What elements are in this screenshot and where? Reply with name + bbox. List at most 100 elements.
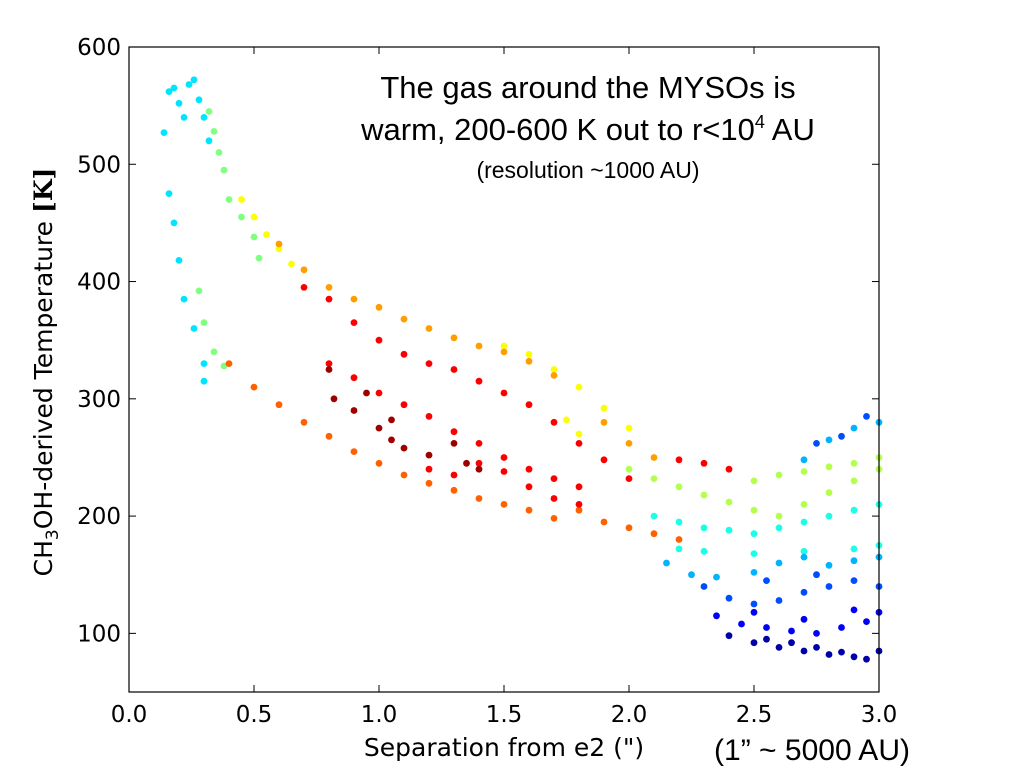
data-point bbox=[813, 630, 820, 637]
data-point bbox=[850, 424, 858, 432]
data-point bbox=[450, 471, 458, 479]
data-point bbox=[800, 588, 808, 596]
annotation-line-2: warm, 200-600 K out to r<104 AU bbox=[360, 112, 815, 147]
data-point bbox=[813, 440, 820, 447]
data-point bbox=[838, 624, 845, 631]
data-point bbox=[625, 424, 633, 432]
data-point bbox=[225, 360, 233, 367]
data-point bbox=[180, 114, 188, 121]
data-point bbox=[165, 190, 173, 198]
data-point bbox=[725, 526, 733, 534]
data-point bbox=[375, 389, 383, 397]
y-tick-label: 600 bbox=[77, 35, 121, 61]
y-tick-label: 500 bbox=[77, 152, 121, 178]
data-point bbox=[850, 653, 858, 661]
data-point bbox=[400, 401, 408, 409]
data-point bbox=[425, 465, 433, 473]
data-point bbox=[738, 620, 745, 628]
data-point bbox=[775, 644, 783, 651]
data-point bbox=[825, 561, 833, 569]
data-point bbox=[250, 233, 258, 241]
data-point bbox=[725, 465, 733, 473]
data-point bbox=[375, 336, 383, 344]
data-point bbox=[388, 436, 395, 444]
data-point bbox=[525, 506, 533, 514]
data-point bbox=[210, 348, 218, 356]
data-point bbox=[500, 454, 508, 461]
data-point bbox=[215, 149, 223, 156]
data-point bbox=[200, 377, 208, 385]
data-point bbox=[425, 451, 433, 459]
data-point bbox=[425, 325, 433, 332]
data-point bbox=[600, 404, 608, 412]
data-point bbox=[763, 635, 770, 643]
data-point bbox=[850, 545, 858, 553]
data-point bbox=[450, 428, 458, 436]
data-point bbox=[750, 608, 758, 616]
data-point bbox=[825, 463, 833, 471]
data-point bbox=[190, 76, 198, 84]
data-point bbox=[700, 491, 708, 499]
data-point bbox=[450, 486, 458, 494]
y-tick-label: 400 bbox=[77, 270, 121, 296]
y-tick-label: 100 bbox=[77, 621, 121, 647]
data-point bbox=[863, 618, 870, 625]
data-point bbox=[350, 448, 358, 455]
data-point bbox=[575, 506, 583, 514]
data-point bbox=[800, 547, 808, 555]
data-point bbox=[263, 231, 270, 239]
data-point bbox=[575, 483, 583, 491]
data-point bbox=[775, 559, 783, 567]
data-point bbox=[375, 459, 383, 467]
data-point bbox=[350, 295, 358, 303]
data-point bbox=[525, 465, 533, 473]
data-point bbox=[625, 465, 633, 473]
scatter-points-layer bbox=[160, 76, 883, 663]
data-point bbox=[475, 342, 483, 350]
data-point bbox=[225, 196, 233, 203]
data-point bbox=[800, 518, 808, 526]
data-point bbox=[775, 471, 783, 479]
data-point bbox=[788, 639, 795, 647]
data-point bbox=[650, 475, 658, 482]
data-point bbox=[750, 477, 758, 485]
data-point bbox=[450, 366, 458, 373]
data-point bbox=[500, 468, 508, 475]
data-point bbox=[813, 644, 820, 651]
data-point bbox=[575, 430, 583, 438]
data-point bbox=[713, 612, 720, 620]
data-point bbox=[550, 495, 558, 502]
data-point bbox=[425, 479, 433, 487]
x-axis-label: Separation from e2 (") bbox=[364, 733, 644, 762]
data-point bbox=[625, 475, 633, 482]
data-point bbox=[675, 456, 683, 464]
data-point bbox=[200, 114, 208, 121]
data-point bbox=[165, 88, 173, 95]
data-point bbox=[763, 624, 770, 631]
data-point bbox=[388, 416, 395, 424]
data-point bbox=[175, 99, 183, 107]
data-point bbox=[500, 348, 508, 356]
data-point bbox=[563, 416, 570, 424]
data-point bbox=[175, 257, 183, 264]
x-tick-label: 2.5 bbox=[736, 702, 773, 728]
data-point bbox=[800, 501, 808, 508]
data-point bbox=[475, 459, 483, 467]
data-point bbox=[713, 573, 720, 581]
data-point bbox=[725, 498, 733, 506]
data-point bbox=[700, 547, 708, 555]
data-point bbox=[700, 459, 708, 467]
data-point bbox=[575, 501, 583, 508]
data-point bbox=[700, 583, 708, 590]
data-point bbox=[190, 325, 198, 332]
data-point bbox=[825, 436, 833, 444]
data-point bbox=[813, 571, 820, 579]
data-point bbox=[275, 240, 283, 248]
data-point bbox=[863, 413, 870, 420]
data-point bbox=[850, 506, 858, 514]
data-point bbox=[675, 545, 683, 553]
data-point bbox=[838, 432, 845, 440]
data-point bbox=[425, 360, 433, 367]
data-point bbox=[195, 287, 203, 295]
